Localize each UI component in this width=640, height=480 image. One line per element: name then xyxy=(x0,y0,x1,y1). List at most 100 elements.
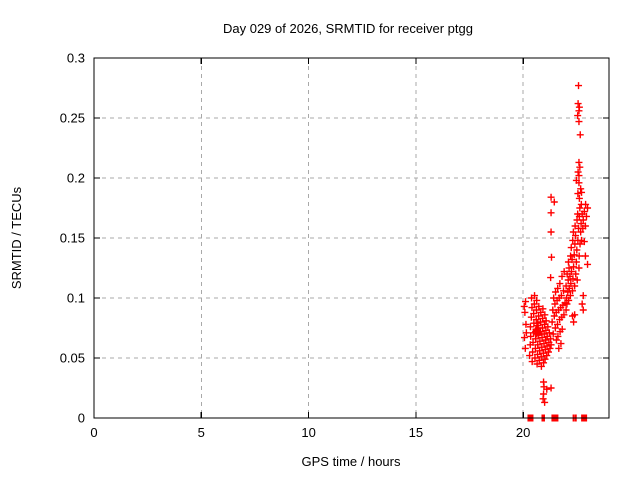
data-point-marker xyxy=(576,131,584,139)
y-tick-label: 0.3 xyxy=(67,51,85,66)
data-point-marker xyxy=(540,359,548,367)
data-point-marker xyxy=(551,324,559,332)
data-point-marker xyxy=(544,323,552,331)
data-point-marker xyxy=(531,344,539,352)
data-point-marker xyxy=(584,204,592,212)
data-point-marker xyxy=(577,185,585,193)
data-point-marker xyxy=(539,395,547,403)
data-point-marker xyxy=(535,312,543,320)
data-point-marker xyxy=(557,292,565,300)
data-point-marker xyxy=(547,335,555,343)
y-tick-label: 0.1 xyxy=(67,291,85,306)
data-point-marker xyxy=(570,251,578,259)
data-point-marker xyxy=(564,276,572,284)
data-point-marker xyxy=(564,258,572,266)
data-point-marker xyxy=(527,313,535,321)
data-point-marker xyxy=(545,329,553,337)
data-point-marker xyxy=(539,305,547,313)
data-point-marker xyxy=(538,334,546,342)
data-point-marker xyxy=(579,306,587,314)
data-point-marker xyxy=(576,163,584,171)
data-point-marker xyxy=(574,168,582,176)
data-point-marker xyxy=(529,338,537,346)
data-point-marker xyxy=(526,323,534,331)
data-point-marker xyxy=(550,312,558,320)
data-point-marker xyxy=(549,330,557,338)
data-point-marker xyxy=(567,244,575,252)
data-point-marker xyxy=(560,311,568,319)
data-point-marker xyxy=(536,347,544,355)
data-point-marker xyxy=(578,300,586,308)
data-point-marker xyxy=(547,253,555,261)
tick-labels: 0 5 10 15 20 0 0.05 0.1 0.15 0.2 0.25 0.3 xyxy=(60,51,531,441)
data-point-marker xyxy=(554,332,562,340)
data-point-marker xyxy=(557,340,565,348)
data-point-marker xyxy=(569,228,577,236)
data-point-marker xyxy=(535,329,543,337)
x-tick-label: 10 xyxy=(301,425,315,440)
data-point-marker xyxy=(520,334,528,342)
data-point-marker xyxy=(551,300,559,308)
chart-title: Day 029 of 2026, SRMTID for receiver ptg… xyxy=(223,21,473,36)
data-point-marker xyxy=(565,264,573,272)
data-point-marker xyxy=(531,292,539,300)
data-point-marker xyxy=(537,308,545,316)
data-point-marker xyxy=(530,300,538,308)
data-point-marker xyxy=(554,284,562,292)
axis-ticks xyxy=(93,57,609,419)
data-point-marker xyxy=(558,325,566,333)
data-point-marker xyxy=(522,320,530,328)
data-point-marker xyxy=(582,212,590,220)
y-tick-label: 0.25 xyxy=(60,111,85,126)
data-point-marker xyxy=(529,348,537,356)
data-point-marker xyxy=(562,306,570,314)
data-point-marker xyxy=(534,350,542,358)
data-point-marker xyxy=(532,306,540,314)
data-point-marker xyxy=(575,172,583,180)
data-point-marker xyxy=(582,200,590,208)
data-point-marker xyxy=(543,385,551,393)
data-point-marker xyxy=(570,318,578,326)
data-point-marker xyxy=(573,216,581,224)
data-point-marker xyxy=(573,246,581,254)
data-point-marker xyxy=(570,263,578,271)
data-point-marker xyxy=(575,82,583,90)
data-point-marker xyxy=(522,329,530,337)
data-point-marker xyxy=(521,308,529,316)
data-point-marker xyxy=(535,356,543,364)
data-point-marker xyxy=(579,292,587,300)
x-tick-label: 0 xyxy=(90,425,97,440)
data-point-marker xyxy=(573,276,581,284)
y-tick-label: 0 xyxy=(78,411,85,426)
data-point-marker xyxy=(567,280,575,288)
data-point-marker xyxy=(574,190,582,198)
data-point-marker xyxy=(532,335,540,343)
data-point-marker xyxy=(563,300,571,308)
data-point-marker xyxy=(580,208,588,216)
data-point-marker xyxy=(554,320,561,328)
data-point-marker xyxy=(535,302,543,310)
data-point-marker xyxy=(541,355,549,363)
data-point-marker xyxy=(576,240,584,248)
data-point-marker xyxy=(527,332,535,340)
data-point-marker xyxy=(528,304,536,312)
x-tick-label: 15 xyxy=(409,425,423,440)
data-point-marker xyxy=(575,264,583,272)
data-point-marker xyxy=(547,228,555,236)
data-point-marker xyxy=(577,220,585,228)
data-point-marker xyxy=(542,317,550,325)
data-point-marker xyxy=(532,316,540,324)
data-point-marker xyxy=(521,344,529,352)
data-point-marker xyxy=(569,275,577,283)
data-point-marker xyxy=(537,353,545,361)
data-point-marker xyxy=(568,256,576,264)
data-points xyxy=(520,82,592,406)
data-point-marker xyxy=(572,258,580,266)
data-point-marker xyxy=(565,296,573,304)
data-point-marker xyxy=(547,274,555,282)
data-point-marker xyxy=(581,222,589,230)
data-point-marker xyxy=(566,292,574,300)
data-point-marker xyxy=(575,158,583,166)
data-point-marker xyxy=(541,398,549,406)
